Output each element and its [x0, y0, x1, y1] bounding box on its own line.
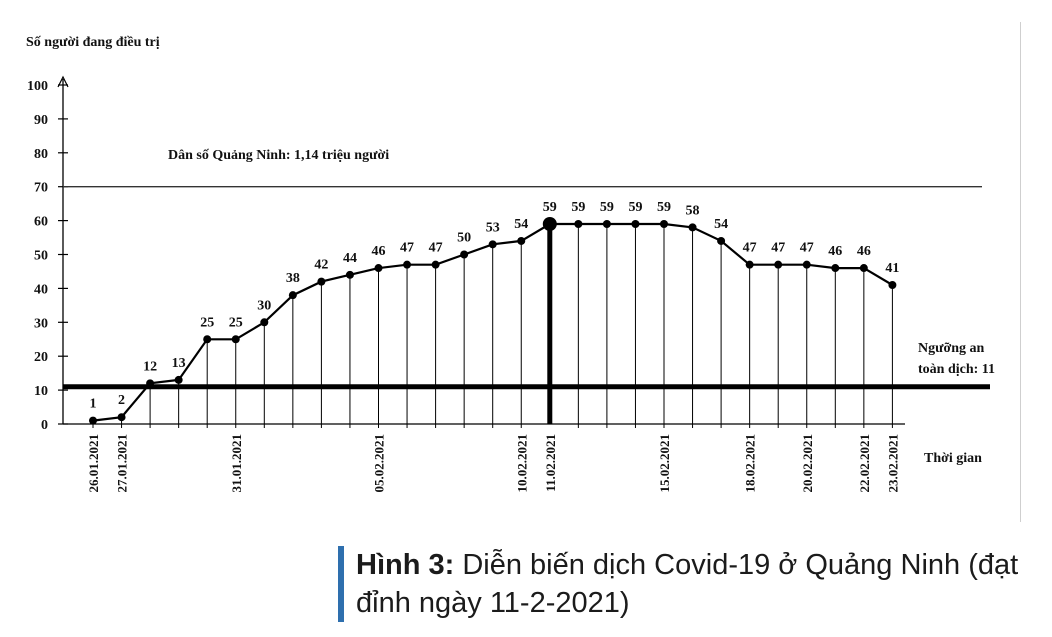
y-tick-label: 50 — [34, 249, 48, 264]
data-point — [403, 260, 412, 269]
data-label: 47 — [429, 241, 443, 256]
data-point — [517, 236, 526, 245]
data-point — [317, 277, 326, 286]
data-point — [231, 335, 240, 344]
data-label: 59 — [543, 200, 557, 215]
frame-edge-line — [1020, 22, 1021, 522]
figure-caption: Hình 3: Diễn biến dịch Covid-19 ở Quảng … — [338, 546, 1052, 622]
y-tick-label: 70 — [34, 181, 48, 196]
data-label: 41 — [885, 261, 899, 276]
data-point — [203, 335, 212, 344]
data-point — [602, 219, 611, 228]
data-point — [345, 270, 354, 279]
x-date-label: 22.02.2021 — [857, 434, 872, 493]
data-label: 54 — [514, 217, 528, 232]
data-point — [146, 379, 155, 388]
threshold-label-line2: toàn dịch: 11 — [918, 362, 995, 377]
x-date-label: 20.02.2021 — [800, 434, 815, 493]
data-label: 47 — [400, 241, 414, 256]
data-point — [774, 260, 783, 269]
x-axis-label: Thời gian — [924, 451, 982, 466]
data-label: 54 — [714, 217, 728, 232]
data-point — [660, 219, 668, 228]
data-label: 46 — [857, 244, 871, 259]
x-date-label: 23.02.2021 — [885, 434, 900, 493]
data-label: 59 — [600, 200, 614, 215]
y-tick-label: 0 — [41, 418, 48, 433]
peak-point — [542, 216, 557, 231]
data-point — [288, 291, 297, 300]
x-date-label: 26.01.2021 — [86, 434, 101, 493]
data-label: 46 — [828, 244, 842, 259]
data-label: 25 — [229, 315, 243, 330]
data-label: 2 — [118, 393, 125, 408]
y-axis-arrow — [57, 75, 69, 88]
y-tick-label: 40 — [34, 282, 48, 297]
data-label: 13 — [172, 356, 186, 371]
data-point — [460, 250, 469, 259]
y-axis-label: Số người đang điều trị — [26, 35, 160, 50]
data-point — [831, 264, 840, 273]
data-point — [488, 240, 497, 249]
population-annotation: Dân số Quảng Ninh: 1,14 triệu người — [168, 148, 389, 163]
data-label: 25 — [200, 315, 214, 330]
covid-chart: Số người đang điều trị Thời gian Dân số … — [26, 35, 995, 493]
caption-text: Diễn biến dịch Covid-19 ở Quảng Ninh (đạ… — [356, 549, 1019, 619]
data-label: 47 — [743, 241, 757, 256]
data-label: 59 — [571, 200, 585, 215]
x-date-label: 15.02.2021 — [657, 434, 672, 493]
y-tick-label: 20 — [34, 350, 48, 365]
y-tick-label: 30 — [34, 316, 48, 331]
x-date-label: 10.02.2021 — [514, 434, 529, 493]
data-label: 12 — [143, 359, 157, 374]
data-point — [802, 260, 811, 269]
data-point — [631, 219, 640, 228]
data-label: 30 — [257, 298, 271, 313]
data-label: 59 — [657, 200, 671, 215]
y-tick-label: 60 — [34, 215, 48, 230]
data-point — [117, 413, 126, 422]
data-label: 59 — [628, 200, 642, 215]
threshold-label-line1: Ngưỡng an — [918, 341, 985, 356]
data-point — [431, 260, 440, 269]
data-label: 46 — [372, 244, 386, 259]
data-label: 44 — [343, 251, 357, 266]
y-tick-label: 80 — [34, 147, 48, 162]
data-label: 58 — [686, 203, 700, 218]
data-label: 47 — [800, 241, 814, 256]
data-point — [859, 264, 868, 273]
data-point — [688, 223, 697, 232]
data-point — [89, 416, 97, 425]
x-date-label: 05.02.2021 — [372, 434, 387, 493]
data-point — [374, 264, 383, 273]
data-label: 42 — [314, 258, 328, 273]
data-point — [574, 219, 583, 228]
data-point — [717, 236, 726, 245]
x-date-label: 18.02.2021 — [743, 434, 758, 493]
data-label: 53 — [486, 220, 500, 235]
data-label: 50 — [457, 231, 471, 246]
data-label: 38 — [286, 271, 300, 286]
data-point — [888, 281, 897, 290]
x-date-label: 31.01.2021 — [229, 434, 244, 493]
data-point — [745, 260, 754, 269]
data-point — [174, 375, 183, 384]
data-label: 1 — [90, 397, 97, 412]
caption-figure-number: Hình 3: — [356, 549, 455, 581]
y-tick-label: 90 — [34, 113, 48, 128]
data-label: 47 — [771, 241, 785, 256]
data-point — [260, 318, 269, 327]
y-tick-label: 10 — [34, 384, 48, 399]
x-date-label: 27.01.2021 — [115, 434, 130, 493]
x-date-label: 11.02.2021 — [543, 434, 558, 492]
y-tick-label: 100 — [27, 79, 48, 94]
